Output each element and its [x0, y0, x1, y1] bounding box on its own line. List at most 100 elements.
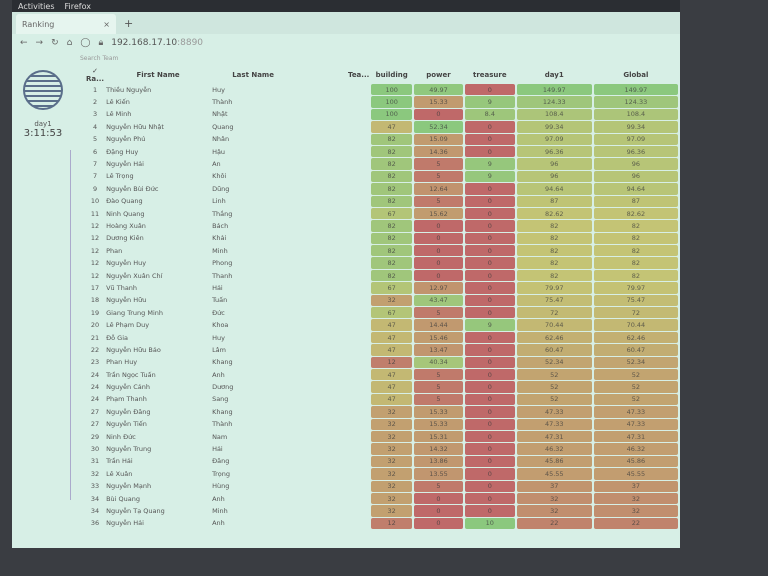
- power-cell: 5: [414, 393, 463, 406]
- building-cell: 82: [371, 257, 413, 269]
- col-global[interactable]: Global: [623, 71, 649, 79]
- building-cell: 12: [371, 356, 413, 368]
- first-name-cell: Lê Phạm Duy: [106, 321, 150, 330]
- table-row[interactable]: 29 Ninh Đức Nam 32 15.31 0 47.31 47.31: [86, 430, 678, 443]
- table-row[interactable]: 19 Giang Trung Minh Đức 67 5 0 72 72: [86, 307, 678, 319]
- power-cell: 13.55: [414, 468, 463, 480]
- day1-cell: 96: [516, 170, 592, 183]
- treasure-cell: 0: [464, 232, 515, 245]
- forward-icon[interactable]: →: [35, 38, 44, 48]
- lock-icon[interactable]: 🔒︎: [98, 38, 104, 48]
- new-tab-button[interactable]: +: [124, 17, 134, 30]
- col-power[interactable]: power: [426, 71, 451, 79]
- table-row[interactable]: 7 Nguyễn Hải An 82 5 9 96 96: [86, 158, 678, 170]
- table-row[interactable]: 21 Đỗ Gia Huy 47 15.46 0 62.46 62.46: [86, 331, 678, 344]
- day1-cell: 32: [516, 505, 592, 517]
- table-row[interactable]: 24 Nguyễn Cảnh Dương 47 5 0 52 52: [86, 381, 678, 393]
- last-name-cell: Phong: [212, 259, 233, 268]
- table-row[interactable]: 33 Nguyễn Mạnh Hùng 32 5 0 37 37: [86, 480, 678, 492]
- col-treasure[interactable]: treasure: [472, 71, 507, 79]
- treasure-cell: 0: [464, 257, 515, 269]
- back-icon[interactable]: ←: [20, 38, 28, 48]
- table-row[interactable]: 34 Nguyễn Tạ Quang Minh 32 0 0 32 32: [86, 505, 678, 517]
- last-name-cell: Khoa: [212, 321, 229, 330]
- table-row[interactable]: 7 Lê Trọng Khôi 82 5 9 96 96: [86, 170, 678, 183]
- table-row[interactable]: 24 Phạm Thanh Sang 47 5 0 52 52: [86, 393, 678, 406]
- table-row[interactable]: 17 Vũ Thanh Hải 67 12.97 0 79.97 79.97: [86, 282, 678, 294]
- power-cell: 0: [414, 505, 463, 517]
- table-row[interactable]: 5 Nguyễn Phú Nhân 82 15.09 0 97.09 97.09: [86, 133, 678, 145]
- table-row[interactable]: 4 Nguyễn Hữu Nhật Quang 47 52.34 0 99.34 99.34: [86, 121, 678, 133]
- global-cell: 96: [593, 158, 678, 170]
- table-row[interactable]: 32 Lê Xuân Trọng 32 13.55 0 45.55 45.55: [86, 468, 678, 480]
- table-row[interactable]: 12 Nguyễn Xuân Chí Thanh 82 0 0 82 82: [86, 269, 678, 282]
- close-tab-icon[interactable]: ×: [103, 19, 110, 29]
- table-row[interactable]: 18 Nguyễn Hữu Tuấn 32 43.47 0 75.47 75.47: [86, 294, 678, 307]
- shield-icon[interactable]: ◯: [80, 38, 91, 48]
- team-cell: [296, 295, 369, 306]
- global-cell: 52: [593, 393, 678, 406]
- col-day1[interactable]: day1: [544, 71, 564, 79]
- first-name-cell: Nguyễn Hải: [106, 160, 144, 169]
- table-row[interactable]: 12 Hoàng Xuân Bách 82 0 0 82 82: [86, 220, 678, 232]
- url-bar[interactable]: 192.168.17.10:8890: [111, 38, 203, 48]
- power-cell: 0: [414, 517, 463, 530]
- treasure-cell: 0: [464, 245, 515, 257]
- table-row[interactable]: 10 Đào Quang Linh 82 5 0 87 87: [86, 195, 678, 207]
- last-name-cell: Bách: [212, 221, 229, 230]
- rank-cell: 31: [90, 457, 100, 466]
- rank-cell: 20: [90, 321, 100, 330]
- team-cell: [296, 419, 369, 430]
- treasure-cell: 9: [464, 170, 515, 183]
- col-building[interactable]: building: [375, 71, 408, 79]
- global-cell: 52: [593, 381, 678, 393]
- search-team-input[interactable]: Search Team: [80, 55, 119, 62]
- activities-button[interactable]: Activities: [18, 1, 55, 11]
- table-row[interactable]: 6 Đặng Huy Hậu 82 14.36 0 96.36 96.36: [86, 145, 678, 158]
- rank-cell: 23: [90, 358, 100, 367]
- team-cell: [296, 369, 369, 380]
- tab-ranking[interactable]: Ranking ×: [16, 14, 116, 34]
- power-cell: 49.97: [414, 84, 463, 96]
- table-row[interactable]: 20 Lê Phạm Duy Khoa 47 14.44 9 70.44 70.44: [86, 319, 678, 331]
- first-name-cell: Phan Huy: [106, 358, 138, 367]
- col-rank[interactable]: ✓ Ra...: [86, 67, 105, 83]
- treasure-cell: 0: [464, 307, 515, 319]
- col-first-name[interactable]: First Name: [136, 71, 180, 79]
- table-row[interactable]: 2 Lê Kiến Thành 100 15.33 9 124.33 124.33: [86, 96, 678, 108]
- building-cell: 32: [371, 294, 413, 307]
- day1-cell: 87: [516, 195, 592, 207]
- col-last-name[interactable]: Last Name: [232, 71, 274, 79]
- table-row[interactable]: 36 Nguyễn Hải Anh 12 0 10 22 22: [86, 517, 678, 530]
- rank-cell: 21: [90, 333, 100, 342]
- table-row[interactable]: 22 Nguyễn Hữu Bảo Lâm 47 13.47 0 60.47 60.47: [86, 344, 678, 356]
- day1-cell: 82: [516, 257, 592, 269]
- col-team[interactable]: Tea...: [347, 71, 370, 79]
- rank-cell: 24: [90, 370, 100, 379]
- table-row[interactable]: 31 Trần Hải Đăng 32 13.86 0 45.86 45.86: [86, 455, 678, 468]
- table-row[interactable]: 12 Nguyễn Huy Phong 82 0 0 82 82: [86, 257, 678, 269]
- table-row[interactable]: 34 Bùi Quang Anh 32 0 0 32 32: [86, 492, 678, 505]
- table-row[interactable]: 11 Ninh Quang Thắng 67 15.62 0 82.62 82.62: [86, 207, 678, 220]
- table-row[interactable]: 12 Dương Kiên Khải 82 0 0 82 82: [86, 232, 678, 245]
- home-icon[interactable]: ⌂: [66, 38, 73, 48]
- day1-cell: 70.44: [516, 319, 592, 331]
- day1-cell: 97.09: [516, 133, 592, 145]
- table-row[interactable]: 27 Nguyễn Đăng Khang 32 15.33 0 47.33 47.33: [86, 406, 678, 418]
- last-name-cell: Linh: [212, 197, 226, 206]
- day1-cell: 149.97: [516, 84, 592, 96]
- firefox-app-menu[interactable]: Firefox: [64, 1, 91, 11]
- table-row[interactable]: 23 Phan Huy Khang 12 40.34 0 52.34 52.34: [86, 356, 678, 368]
- table-row[interactable]: 9 Nguyễn Bùi Đức Dũng 82 12.64 0 94.64 94.64: [86, 183, 678, 195]
- global-cell: 75.47: [593, 294, 678, 307]
- table-row[interactable]: 24 Trần Ngọc Tuấn Anh 47 5 0 52 52: [86, 368, 678, 381]
- table-row[interactable]: 12 Phan Minh 82 0 0 82 82: [86, 245, 678, 257]
- reload-icon[interactable]: ↻: [51, 38, 59, 48]
- table-row[interactable]: 1 Thiều Nguyễn Huy 100 49.97 0 149.97 149.97: [86, 84, 678, 96]
- table-row[interactable]: 30 Nguyễn Trung Hải 32 14.32 0 46.32 46.32: [86, 443, 678, 455]
- team-cell: [296, 456, 369, 467]
- table-row[interactable]: 3 Lê Minh Nhật 100 0 8.4 108.4 108.4: [86, 108, 678, 121]
- first-name-cell: Nguyễn Tiến: [106, 420, 147, 429]
- table-row[interactable]: 27 Nguyễn Tiến Thành 32 15.33 0 47.33 47.33: [86, 418, 678, 430]
- building-cell: 82: [371, 232, 413, 245]
